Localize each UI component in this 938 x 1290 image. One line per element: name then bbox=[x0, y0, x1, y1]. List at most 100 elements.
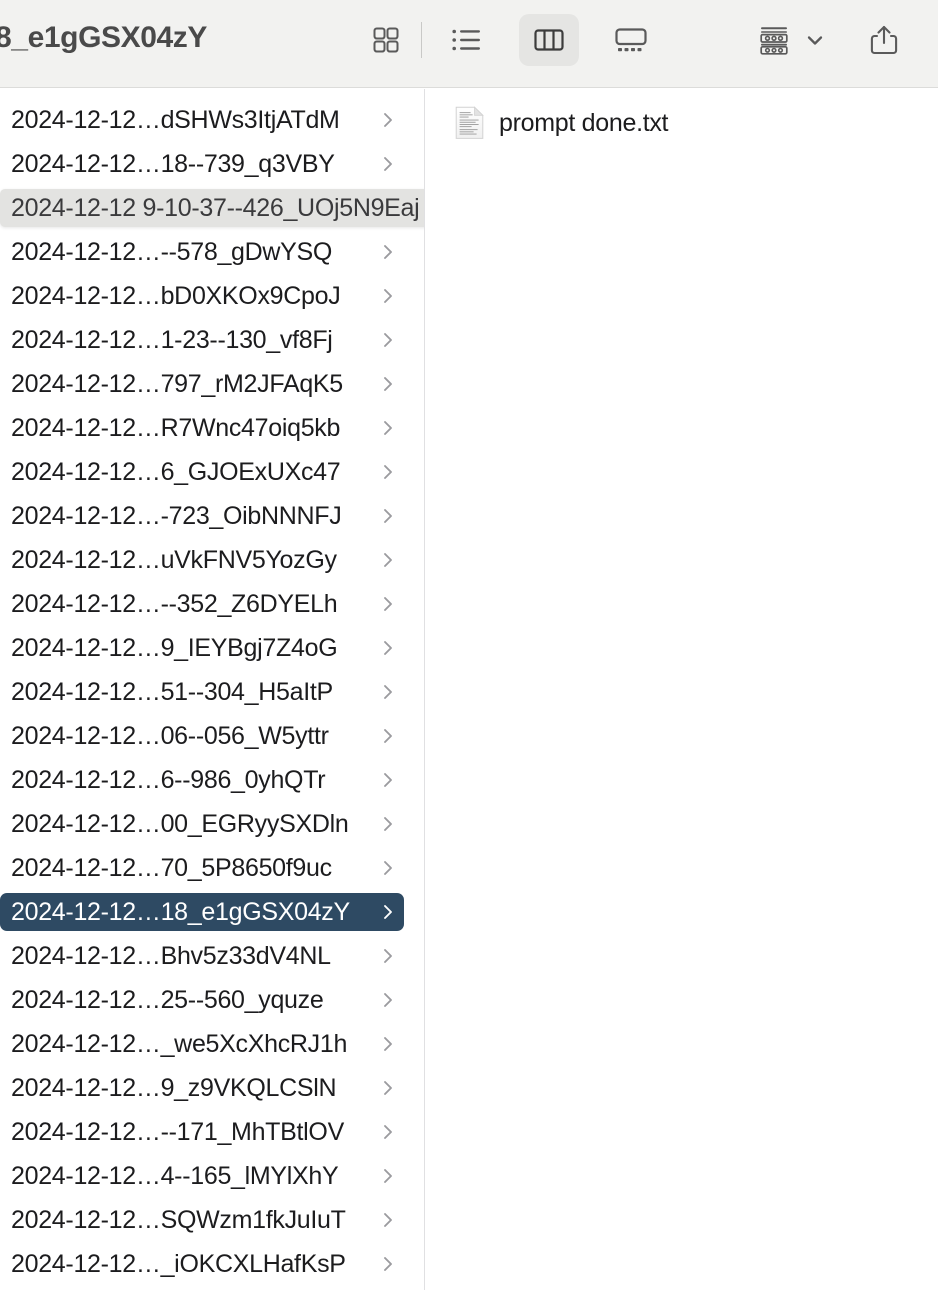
list-item[interactable]: 2024-12-12…06--056_W5yttr bbox=[0, 717, 404, 755]
list-item[interactable]: 2024-12-12…uVkFNV5YozGy bbox=[0, 541, 404, 579]
chevron-right-icon bbox=[380, 902, 396, 922]
list-item[interactable]: 2024-12-12…51--304_H5aItP bbox=[0, 673, 404, 711]
list-item-label: 2024-12-12…9_IEYBgj7Z4oG bbox=[11, 634, 338, 662]
chevron-right-icon bbox=[380, 858, 396, 878]
column-view-button[interactable] bbox=[519, 14, 579, 66]
columns-icon bbox=[534, 29, 564, 51]
file-list-column[interactable]: 2024-12-12…dSHWs3ItjATdM 2024-12-12…18--7… bbox=[0, 89, 424, 1290]
list-item[interactable]: 2024-12-12…R7Wnc47oiq5kb bbox=[0, 409, 404, 447]
list-icon bbox=[452, 29, 480, 51]
list-item[interactable]: 2024-12-12…9_IEYBgj7Z4oG bbox=[0, 629, 404, 667]
list-item-label: 2024-12-12…00_EGRyySXDln bbox=[11, 810, 349, 838]
list-item-label: 2024-12-12…6_GJOExUXc47 bbox=[11, 458, 341, 486]
list-item-label: 2024-12-12…--578_gDwYSQ bbox=[11, 238, 333, 266]
list-item[interactable]: 2024-12-12…6_GJOExUXc47 bbox=[0, 453, 404, 491]
share-button[interactable] bbox=[855, 14, 913, 66]
list-item[interactable]: 2024-12-12…--171_MhTBtlOV bbox=[0, 1113, 404, 1151]
list-item[interactable]: 2024-12-12…1-23--130_vf8Fj bbox=[0, 321, 404, 359]
chevron-right-icon bbox=[380, 286, 396, 306]
list-item-label: 2024-12-12…--352_Z6DYELh bbox=[11, 590, 338, 618]
chevron-right-icon bbox=[380, 462, 396, 482]
list-item-label: 2024-12-12…bD0XKOx9CpoJ bbox=[11, 282, 341, 310]
chevron-right-icon bbox=[380, 770, 396, 790]
list-item[interactable]: 2024-12-12…18_e1gGSX04zY bbox=[0, 893, 404, 931]
list-item-label: 2024-12-12…uVkFNV5YozGy bbox=[11, 546, 337, 574]
list-item[interactable]: 2024-12-12…70_5P8650f9uc bbox=[0, 849, 404, 887]
text-document-icon bbox=[455, 106, 484, 139]
chevron-right-icon bbox=[380, 1254, 396, 1274]
list-item-label: 2024-12-12…_we5XcXhcRJ1h bbox=[11, 1030, 348, 1058]
chevron-right-icon bbox=[380, 990, 396, 1010]
list-item[interactable]: 2024-12-12…dSHWs3ItjATdM bbox=[0, 101, 404, 139]
list-item-label: 2024-12-12…dSHWs3ItjATdM bbox=[11, 106, 340, 134]
chevron-right-icon bbox=[380, 946, 396, 966]
gallery-icon bbox=[615, 28, 647, 52]
list-item-label: 2024-12-12…-723_OibNNNFJ bbox=[11, 502, 342, 530]
list-item[interactable]: 2024-12-12…4--165_lMYlXhY bbox=[0, 1157, 404, 1195]
column-divider[interactable] bbox=[424, 89, 425, 1290]
list-item-label: 2024-12-12…51--304_H5aItP bbox=[11, 678, 333, 706]
chevron-right-icon bbox=[380, 110, 396, 130]
list-item-label: 2024-12-12…797_rM2JFAqK5 bbox=[11, 370, 343, 398]
chevron-right-icon bbox=[380, 1166, 396, 1186]
chevron-right-icon bbox=[380, 1034, 396, 1054]
chevron-down-icon bbox=[807, 36, 823, 45]
list-item-label: 2024-12-12…_iOKCXLHafKsP bbox=[11, 1250, 346, 1278]
preview-column[interactable]: prompt done.txt bbox=[425, 89, 938, 1290]
group-by-button[interactable] bbox=[748, 14, 836, 66]
chevron-right-icon bbox=[380, 418, 396, 438]
list-item-label: 2024-12-12…18_e1gGSX04zY bbox=[11, 898, 350, 926]
chevron-right-icon bbox=[380, 1122, 396, 1142]
gallery-view-button[interactable] bbox=[601, 14, 661, 66]
chevron-right-icon bbox=[380, 330, 396, 350]
list-item[interactable]: 2024-12-12…18--739_q3VBY bbox=[0, 145, 404, 183]
list-item-label: 2024-12-12…06--056_W5yttr bbox=[11, 722, 329, 750]
chevron-right-icon bbox=[380, 154, 396, 174]
chevron-right-icon bbox=[380, 726, 396, 746]
chevron-right-icon bbox=[380, 506, 396, 526]
list-item[interactable]: 2024-12-12…--352_Z6DYELh bbox=[0, 585, 404, 623]
share-icon bbox=[870, 25, 898, 55]
list-item-label: 2024-12-12…SQWzm1fkJuIuT bbox=[11, 1206, 346, 1234]
list-item-label: 2024-12-12…18--739_q3VBY bbox=[11, 150, 335, 178]
chevron-right-icon bbox=[380, 638, 396, 658]
list-item-label: 2024-12-12…70_5P8650f9uc bbox=[11, 854, 332, 882]
chevron-right-icon bbox=[380, 682, 396, 702]
list-item[interactable]: 2024-12-12…25--560_yquze bbox=[0, 981, 404, 1019]
list-item[interactable]: 2024-12-12…--578_gDwYSQ bbox=[0, 233, 404, 271]
list-item-label: 2024-12-12…25--560_yquze bbox=[11, 986, 324, 1014]
list-item-label: 2024-12-12…Bhv5z33dV4NL bbox=[11, 942, 331, 970]
list-item[interactable]: 2024-12-12 9-10-37--426_UOj5N9Eaj bbox=[0, 189, 424, 227]
list-item[interactable]: 2024-12-12…Bhv5z33dV4NL bbox=[0, 937, 404, 975]
chevron-right-icon bbox=[380, 242, 396, 262]
chevron-right-icon bbox=[380, 374, 396, 394]
chevron-right-icon bbox=[380, 594, 396, 614]
list-item-label: 2024-12-12…1-23--130_vf8Fj bbox=[11, 326, 333, 354]
list-item[interactable]: 2024-12-12…797_rM2JFAqK5 bbox=[0, 365, 404, 403]
list-item[interactable]: 2024-12-12…00_EGRyySXDln bbox=[0, 805, 404, 843]
file-name-label: prompt done.txt bbox=[499, 109, 669, 137]
chevron-right-icon bbox=[380, 550, 396, 570]
list-item-label: 2024-12-12…R7Wnc47oiq5kb bbox=[11, 414, 341, 442]
list-item-label: 2024-12-12…9_z9VKQLCSlN bbox=[11, 1074, 337, 1102]
window-title: 8_e1gGSX04zY bbox=[0, 21, 207, 54]
group-icon bbox=[760, 27, 788, 55]
list-item-label: 2024-12-12…4--165_lMYlXhY bbox=[11, 1162, 339, 1190]
list-item[interactable]: 2024-12-12…-723_OibNNNFJ bbox=[0, 497, 404, 535]
list-item[interactable]: 2024-12-12…6--986_0yhQTr bbox=[0, 761, 404, 799]
list-item-prompt-done[interactable]: prompt done.txt bbox=[455, 104, 669, 142]
list-item-label: 2024-12-12…6--986_0yhQTr bbox=[11, 766, 326, 794]
chevron-right-icon bbox=[380, 814, 396, 834]
list-item[interactable]: 2024-12-12…9_z9VKQLCSlN bbox=[0, 1069, 404, 1107]
toolbar: 8_e1gGSX04zY bbox=[0, 0, 938, 88]
chevron-right-icon bbox=[380, 1210, 396, 1230]
list-item[interactable]: 2024-12-12…_iOKCXLHafKsP bbox=[0, 1245, 404, 1283]
chevron-right-icon bbox=[380, 1078, 396, 1098]
list-item[interactable]: 2024-12-12…_we5XcXhcRJ1h bbox=[0, 1025, 404, 1063]
icon-view-button[interactable] bbox=[356, 14, 416, 66]
list-item[interactable]: 2024-12-12…bD0XKOx9CpoJ bbox=[0, 277, 404, 315]
list-item-partial[interactable] bbox=[0, 89, 404, 99]
list-view-button[interactable] bbox=[437, 14, 497, 66]
list-item[interactable]: 2024-12-12…SQWzm1fkJuIuT bbox=[0, 1201, 404, 1239]
